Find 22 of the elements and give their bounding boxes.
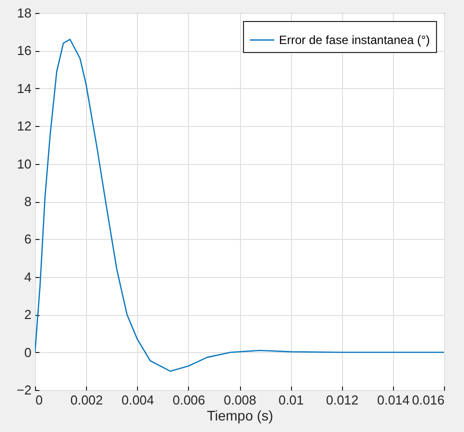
y-tick-label: 2: [24, 307, 32, 322]
legend-label: Error de fase instantanea (°): [279, 33, 430, 47]
y-tick-label: 18: [17, 6, 32, 20]
x-tick-label: 0.004: [121, 392, 154, 408]
y-tick-label: −2: [16, 382, 32, 398]
x-tick-label: 0.008: [224, 392, 256, 408]
x-tick-label: 0.01: [278, 392, 304, 408]
y-tick-label: 10: [17, 156, 32, 172]
x-axis-title: Tiempo (s): [206, 408, 274, 424]
y-tick-label: 8: [24, 194, 32, 209]
y-tick-label: 0: [24, 344, 32, 360]
x-tick-label: 0: [36, 392, 43, 408]
x-tick-label: 0.006: [172, 392, 206, 408]
x-tick-label: 0.002: [70, 392, 103, 408]
x-tick-label: 0.014: [377, 392, 410, 408]
x-tick-label: 0.016: [412, 392, 444, 408]
y-tick-label: 4: [24, 269, 32, 284]
y-tick-label: 6: [24, 232, 32, 247]
y-tick-label: 14: [17, 80, 32, 96]
x-tick-label: 0.012: [326, 392, 359, 408]
y-tick-label: 12: [17, 118, 32, 134]
y-tick-label: 16: [17, 43, 32, 58]
